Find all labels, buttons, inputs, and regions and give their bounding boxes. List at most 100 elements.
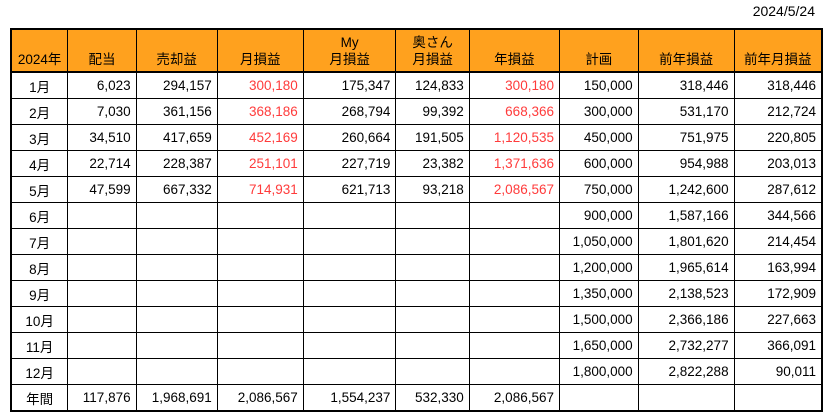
cell-sale-profit[interactable] (135, 228, 218, 255)
cell-sale-profit[interactable] (135, 280, 218, 307)
column-header-month[interactable]: 2024年 (10, 28, 69, 73)
cell-wife-month-pl[interactable]: 93,218 (395, 176, 470, 203)
cell-plan[interactable]: 750,000 (558, 176, 639, 203)
cell-year-pl[interactable]: 300,180 (468, 71, 560, 99)
cell-year-pl[interactable]: 2,086,567 (468, 384, 560, 412)
cell-plan[interactable]: 1,500,000 (558, 306, 639, 333)
row-label[interactable]: 6月 (10, 202, 69, 229)
cell-my-month-pl[interactable] (302, 202, 397, 229)
cell-plan[interactable]: 150,000 (558, 71, 639, 99)
cell-year-pl[interactable]: 2,086,567 (468, 176, 560, 203)
row-label[interactable]: 年間 (10, 384, 69, 412)
cell-year-pl[interactable] (468, 228, 560, 255)
cell-sale-profit[interactable]: 361,156 (135, 98, 218, 125)
row-label[interactable]: 10月 (10, 306, 69, 333)
column-header-prev-year-month-pl[interactable]: 前年月損益 (733, 28, 823, 73)
cell-prev-year-pl[interactable]: 1,965,614 (637, 254, 735, 281)
cell-year-pl[interactable] (468, 332, 560, 359)
cell-prev-year-pl[interactable]: 2,732,277 (637, 332, 735, 359)
cell-year-pl[interactable] (468, 202, 560, 229)
cell-sale-profit[interactable] (135, 254, 218, 281)
cell-plan[interactable]: 600,000 (558, 150, 639, 177)
column-header-plan[interactable]: 計画 (558, 28, 639, 73)
row-label[interactable]: 7月 (10, 228, 69, 255)
cell-wife-month-pl[interactable]: 99,392 (395, 98, 470, 125)
cell-sale-profit[interactable] (135, 358, 218, 385)
cell-wife-month-pl[interactable]: 191,505 (395, 124, 470, 151)
cell-dividend[interactable] (67, 332, 137, 359)
row-label[interactable]: 2月 (10, 98, 69, 125)
cell-dividend[interactable] (67, 280, 137, 307)
column-header-year-pl[interactable]: 年損益 (468, 28, 560, 73)
row-label[interactable]: 3月 (10, 124, 69, 151)
cell-my-month-pl[interactable]: 621,713 (302, 176, 397, 203)
cell-sale-profit[interactable] (135, 202, 218, 229)
row-label[interactable]: 1月 (10, 71, 69, 99)
row-label[interactable]: 9月 (10, 280, 69, 307)
column-header-sale-profit[interactable]: 売却益 (135, 28, 218, 73)
cell-month-pl[interactable]: 452,169 (216, 124, 304, 151)
cell-prev-year-month-pl[interactable]: 318,446 (733, 71, 823, 99)
cell-wife-month-pl[interactable]: 532,330 (395, 384, 470, 412)
cell-my-month-pl[interactable]: 227,719 (302, 150, 397, 177)
cell-month-pl[interactable] (216, 306, 304, 333)
row-label[interactable]: 12月 (10, 358, 69, 385)
cell-year-pl[interactable] (468, 254, 560, 281)
cell-my-month-pl[interactable] (302, 228, 397, 255)
cell-prev-year-month-pl[interactable]: 287,612 (733, 176, 823, 203)
cell-year-pl[interactable]: 1,120,535 (468, 124, 560, 151)
cell-year-pl[interactable] (468, 280, 560, 307)
cell-prev-year-month-pl[interactable]: 366,091 (733, 332, 823, 359)
cell-dividend[interactable]: 22,714 (67, 150, 137, 177)
cell-plan[interactable]: 1,350,000 (558, 280, 639, 307)
cell-year-pl[interactable] (468, 358, 560, 385)
cell-prev-year-pl[interactable]: 954,988 (637, 150, 735, 177)
cell-wife-month-pl[interactable]: 23,382 (395, 150, 470, 177)
cell-plan[interactable] (558, 384, 639, 412)
cell-prev-year-month-pl[interactable]: 227,663 (733, 306, 823, 333)
cell-month-pl[interactable] (216, 332, 304, 359)
cell-my-month-pl[interactable] (302, 332, 397, 359)
cell-wife-month-pl[interactable] (395, 306, 470, 333)
cell-wife-month-pl[interactable] (395, 332, 470, 359)
cell-prev-year-pl[interactable]: 1,242,600 (637, 176, 735, 203)
cell-my-month-pl[interactable] (302, 280, 397, 307)
cell-prev-year-pl[interactable] (637, 384, 735, 412)
cell-my-month-pl[interactable] (302, 358, 397, 385)
cell-plan[interactable]: 1,200,000 (558, 254, 639, 281)
cell-prev-year-pl[interactable]: 2,366,186 (637, 306, 735, 333)
cell-dividend[interactable]: 6,023 (67, 71, 137, 99)
cell-prev-year-month-pl[interactable]: 163,994 (733, 254, 823, 281)
cell-prev-year-pl[interactable]: 2,822,288 (637, 358, 735, 385)
cell-wife-month-pl[interactable] (395, 202, 470, 229)
cell-month-pl[interactable] (216, 358, 304, 385)
cell-month-pl[interactable] (216, 254, 304, 281)
cell-wife-month-pl[interactable] (395, 254, 470, 281)
cell-prev-year-month-pl[interactable]: 90,011 (733, 358, 823, 385)
row-label[interactable]: 8月 (10, 254, 69, 281)
cell-dividend[interactable] (67, 202, 137, 229)
cell-month-pl[interactable]: 714,931 (216, 176, 304, 203)
cell-dividend[interactable] (67, 228, 137, 255)
cell-year-pl[interactable]: 668,366 (468, 98, 560, 125)
cell-dividend[interactable]: 47,599 (67, 176, 137, 203)
cell-sale-profit[interactable]: 228,387 (135, 150, 218, 177)
cell-month-pl[interactable]: 251,101 (216, 150, 304, 177)
column-header-prev-year-pl[interactable]: 前年損益 (637, 28, 735, 73)
cell-prev-year-pl[interactable]: 318,446 (637, 71, 735, 99)
cell-dividend[interactable] (67, 358, 137, 385)
cell-prev-year-month-pl[interactable] (733, 384, 823, 412)
cell-wife-month-pl[interactable]: 124,833 (395, 71, 470, 99)
cell-year-pl[interactable]: 1,371,636 (468, 150, 560, 177)
cell-my-month-pl[interactable]: 1,554,237 (302, 384, 397, 412)
row-label[interactable]: 4月 (10, 150, 69, 177)
cell-month-pl[interactable] (216, 202, 304, 229)
cell-month-pl[interactable]: 368,186 (216, 98, 304, 125)
cell-plan[interactable]: 900,000 (558, 202, 639, 229)
cell-prev-year-month-pl[interactable]: 172,909 (733, 280, 823, 307)
cell-wife-month-pl[interactable] (395, 358, 470, 385)
column-header-wife-month-pl[interactable]: 奥さん 月損益 (395, 28, 470, 73)
cell-sale-profit[interactable] (135, 306, 218, 333)
cell-my-month-pl[interactable] (302, 254, 397, 281)
cell-prev-year-month-pl[interactable]: 220,805 (733, 124, 823, 151)
